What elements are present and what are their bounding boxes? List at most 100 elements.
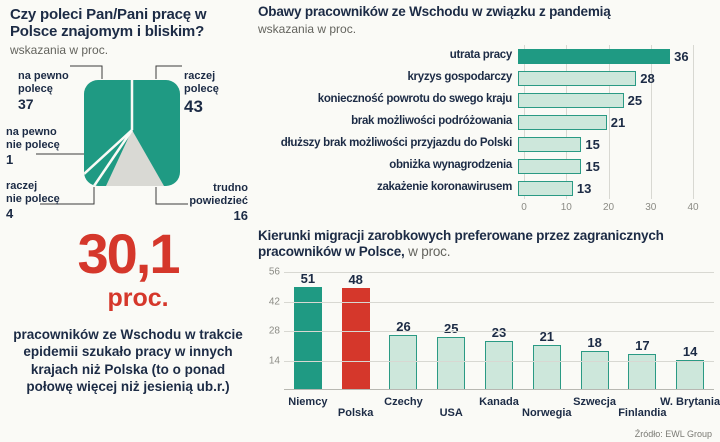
bar [518, 114, 607, 130]
concerns-chart-subtitle: wskazania w proc. [258, 22, 357, 37]
bar-label: USA [439, 407, 463, 420]
bar-slot: 26 [380, 272, 428, 390]
migration-bar-chart: 51 48 26 25 23 21 18 17 14 14 28 42 56 Niemcy Polska… [258, 264, 720, 426]
slice-label: trudno powiedzieć [189, 182, 248, 207]
bar-label: kryzys gospodarczy [407, 71, 512, 84]
pie-label-raczej-polece: raczej polecę 43 [184, 58, 219, 128]
bar-value: 18 [587, 335, 602, 351]
bar-slot: 18 [571, 272, 619, 390]
migration-chart-title: Kierunki migracji zarobkowych preferowan… [258, 228, 714, 260]
gridline [284, 272, 714, 274]
axis-tick-label: 0 [521, 202, 527, 214]
bar [518, 136, 582, 152]
bar [518, 92, 624, 108]
slice-divider [92, 129, 134, 186]
plot-area: 51 48 26 25 23 21 18 17 14 14 28 42 56 [269, 267, 714, 391]
bar-label: Czechy [384, 396, 423, 409]
big-stat-unit: proc. [107, 284, 169, 312]
axis-tick-label: 40 [687, 202, 699, 214]
gridline [693, 45, 694, 200]
slice-value: 16 [233, 207, 248, 223]
big-stat-value: 30,1 [77, 222, 181, 285]
bar-label: zakażenie koronawirusem [377, 181, 512, 194]
bar-row: utrata pracy 36 [258, 45, 714, 67]
slice-value: 1 [6, 151, 14, 167]
bar-value: 25 [627, 92, 643, 108]
bar-value: 14 [682, 343, 698, 359]
bar-value: 13 [576, 180, 592, 196]
bar-track: 13 [518, 180, 714, 196]
bar [518, 180, 573, 196]
bar-track: 15 [518, 136, 714, 152]
bar-value: 21 [539, 329, 555, 345]
bar [518, 158, 582, 174]
bar-row: obniżka wynagrodzenia 15 [258, 155, 714, 177]
wedge-trudno-powiedziec [106, 130, 164, 186]
bar-value: 17 [635, 337, 650, 353]
migration-title-bold: Kierunki migracji zarobkowych preferowan… [258, 228, 664, 260]
bar-label: utrata pracy [449, 49, 513, 62]
recommend-square-pie-chart: na pewno polecę 37 raczej polecę 43 na p… [6, 56, 250, 224]
migration-chart-section: Kierunki migracji zarobkowych preferowan… [258, 228, 720, 426]
bar [518, 48, 671, 64]
bar-slot: 48 [332, 272, 380, 390]
bar-label: obniżka wynagrodzenia [389, 159, 512, 172]
x-axis: 0 10 20 30 40 [258, 202, 714, 214]
bar [518, 70, 637, 86]
concerns-chart-title: Obawy pracowników ze Wschodu w związku z… [258, 4, 611, 19]
axis-tick-label: 42 [268, 296, 280, 308]
bar-value: 15 [585, 136, 600, 152]
bar [580, 351, 609, 390]
bar-value: 21 [610, 114, 626, 130]
bar-slot: 14 [666, 272, 714, 390]
bar-track: 21 [518, 114, 714, 130]
bar-track: 36 [518, 48, 714, 64]
big-stat-description: pracowników ze Wschodu w trakcie epidemi… [13, 327, 243, 394]
bar-value: 36 [674, 48, 689, 64]
axis-tick-label: 28 [268, 325, 280, 337]
axis-tick-label: 30 [645, 202, 657, 214]
bar [532, 345, 561, 390]
bar-label: Norwegia [522, 407, 572, 420]
gridline [608, 45, 610, 200]
gridline [284, 301, 714, 303]
bar-rows: utrata pracy 36 kryzys gospodarczy 28 koniec… [258, 45, 714, 199]
callout-line [40, 187, 95, 205]
bar-track: 25 [518, 92, 714, 108]
bar-label: Kanada [479, 396, 519, 409]
bar-value: 23 [491, 324, 507, 340]
square-pie-svg [36, 65, 188, 205]
bar-value: 26 [396, 318, 411, 334]
bar-track: 28 [518, 70, 714, 86]
callout-line [155, 187, 188, 205]
bar-label: Szwecja [573, 396, 616, 409]
pie-label-trudno-powiedziec: trudno powiedzieć 16 [189, 170, 248, 236]
bar-value: 48 [348, 272, 363, 288]
category-labels: Niemcy Polska Czechy USA Kanada Norwegia Szwec… [284, 394, 720, 424]
bar [341, 288, 370, 390]
question-title: Czy poleci Pan/Pani pracę w Polsce znajo… [10, 6, 207, 41]
bar-row: konieczność powrotu do swego kraju 25 [258, 89, 714, 111]
bar-value: 25 [444, 320, 459, 336]
concerns-bar-chart: utrata pracy 36 kryzys gospodarczy 28 koniec… [258, 45, 714, 214]
slice-value: 37 [18, 95, 34, 112]
concerns-chart-section: Obawy pracowników ze Wschodu w związku z… [258, 4, 714, 214]
bar-row: dłuższy brak możliwości przyjazdu do Pol… [258, 133, 714, 155]
axis-tick-label: 14 [268, 355, 280, 367]
source-credit: Źródło: EWL Group [634, 429, 712, 439]
bar-track: 15 [518, 158, 714, 174]
axis-tick-label: 10 [560, 202, 572, 214]
bar [676, 359, 705, 390]
slice-label: na pewno polecę [18, 70, 69, 95]
migration-title-unit: w proc. [408, 244, 451, 260]
callout-line [70, 65, 103, 79]
bar-label: Polska [337, 407, 374, 420]
bar-slot: 21 [523, 272, 571, 390]
bar-slot: 17 [618, 272, 666, 390]
big-stat-block: 30,1 proc. pracowników ze Wschodu w trak… [8, 226, 248, 395]
bar-slot: 23 [475, 272, 523, 390]
slice-label: raczej polecę [184, 70, 219, 95]
question-subtitle: wskazania w proc. [10, 42, 109, 57]
gridline [650, 45, 652, 200]
